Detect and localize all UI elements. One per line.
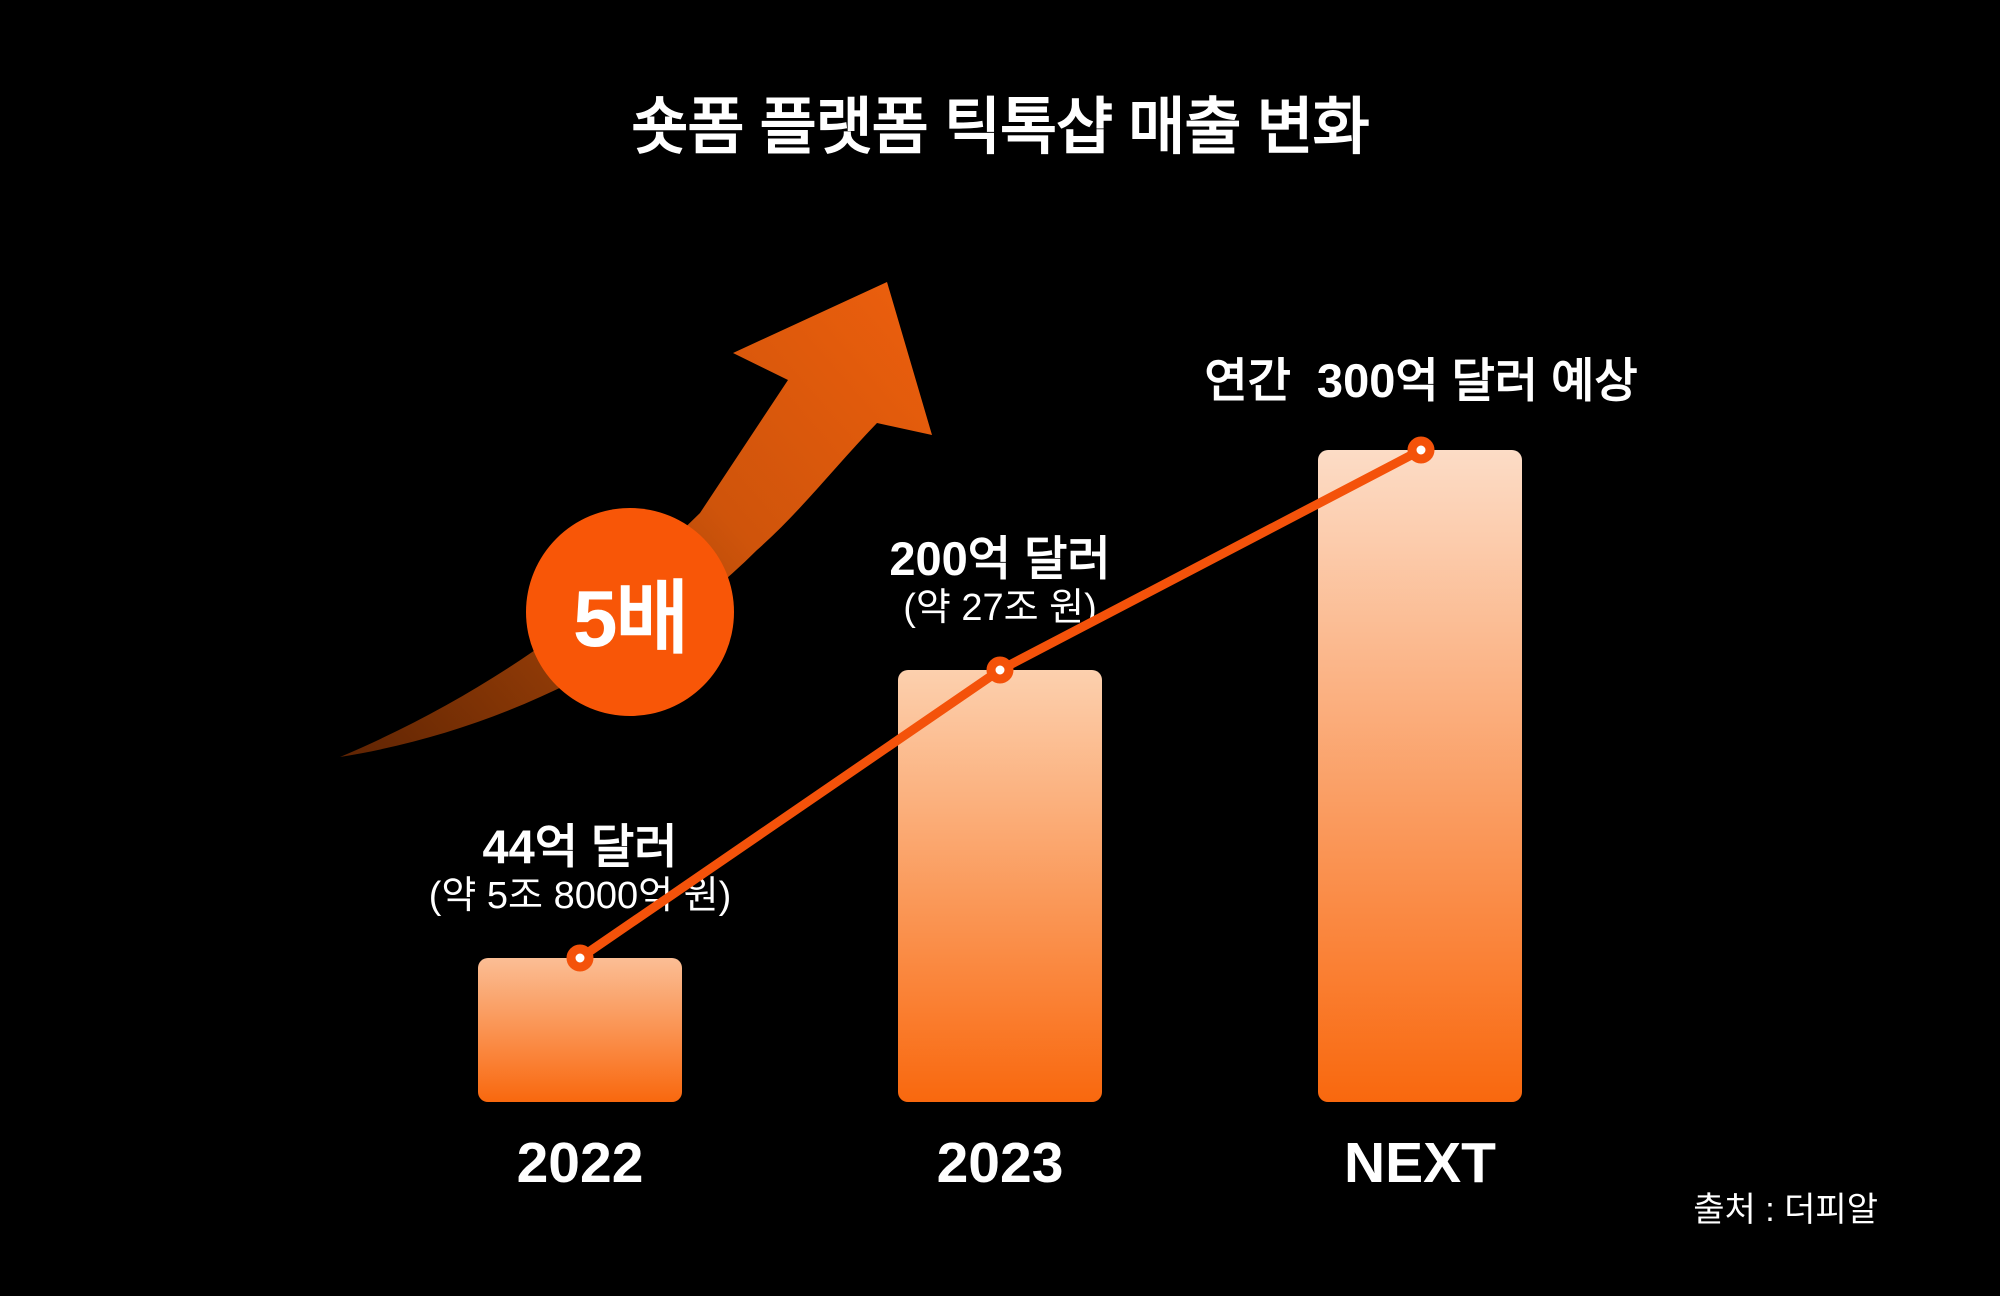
multiplier-badge-label: 5배 <box>572 574 689 663</box>
bar-2022 <box>478 958 682 1102</box>
category-label-2023: 2023 <box>936 1131 1064 1195</box>
bar-2023 <box>898 670 1102 1102</box>
category-label-next: NEXT <box>1343 1131 1497 1195</box>
category-label-2022: 2022 <box>516 1131 644 1195</box>
chart-title: 숏폼 플랫폼 틱톡샵 매출 변화 <box>631 93 1369 162</box>
value-label-next: 연간 300억 달러 예상 <box>1204 354 1638 407</box>
source-label: 출처 : 더피알 <box>1693 1191 1878 1229</box>
sub-label-2023: (약 27조 원) <box>903 587 1097 629</box>
sub-label-2022: (약 5조 8000억 원) <box>428 875 732 917</box>
bar-next <box>1318 450 1522 1102</box>
multiplier-badge: 5배 <box>526 508 734 716</box>
